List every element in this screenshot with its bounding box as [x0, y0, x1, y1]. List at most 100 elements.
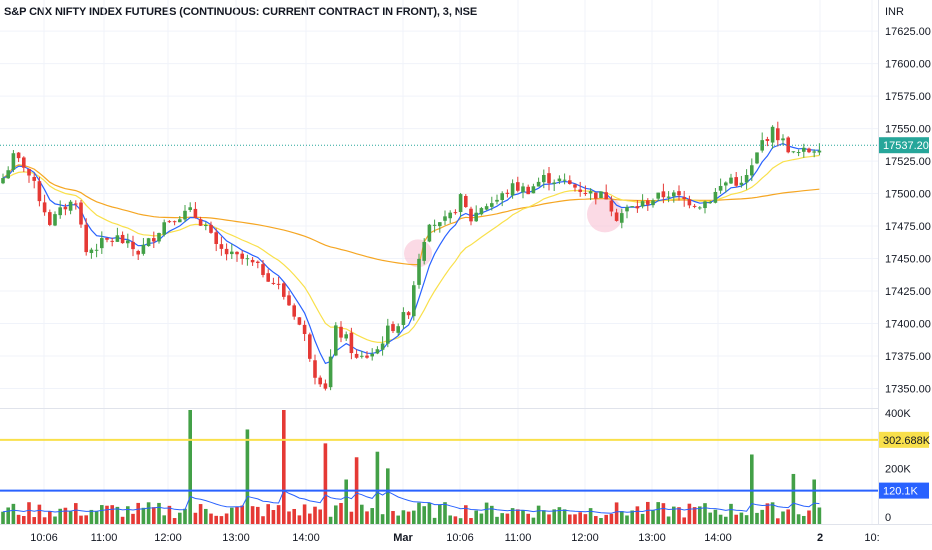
last-price-label: 17537.20	[883, 140, 929, 152]
candle-body	[297, 317, 302, 325]
candle-body	[651, 200, 655, 206]
price-tick-label: 17450.00	[885, 254, 931, 266]
volume-bar	[256, 506, 260, 524]
volume-bar	[479, 513, 484, 524]
candle-body	[692, 205, 697, 207]
candle-body	[172, 221, 177, 223]
candle-body	[547, 173, 551, 184]
volume-bar	[547, 514, 551, 524]
volume-bar	[630, 510, 634, 524]
candle-body	[261, 264, 265, 275]
volume-bar	[209, 513, 213, 524]
volume-bar	[136, 502, 140, 524]
volume-bar	[386, 468, 390, 524]
candle-body	[214, 232, 218, 244]
candle-body	[474, 212, 478, 222]
candle-body	[661, 191, 666, 198]
candle-body	[495, 199, 499, 202]
volume-bar	[406, 511, 411, 524]
volume-level-label: 302.688K	[883, 435, 931, 447]
candle-body	[266, 273, 270, 282]
volume-bar	[27, 502, 31, 524]
candle-body	[588, 191, 593, 194]
volume-level-badge	[879, 482, 929, 499]
time-tick-label: 11:00	[505, 532, 532, 544]
candle-body	[516, 182, 520, 191]
last-price-badge	[879, 137, 929, 154]
volume-ma-line	[2, 489, 820, 514]
candle-body	[417, 258, 421, 285]
candle-body	[672, 192, 676, 197]
candle-body	[625, 207, 629, 212]
candle-body	[126, 240, 130, 244]
volume-bar	[131, 513, 135, 524]
volume-bar	[500, 513, 504, 524]
time-tick-label: 12:00	[571, 532, 599, 544]
candle-body	[349, 332, 354, 354]
candle-body	[640, 201, 645, 207]
candle-body	[677, 191, 681, 196]
time-tick-label: 14:00	[292, 532, 320, 544]
candle-body	[11, 153, 16, 170]
volume-bar	[360, 504, 364, 524]
candle-body	[323, 383, 328, 389]
volume-bar	[339, 503, 343, 524]
candle-body	[365, 355, 369, 358]
candle-body	[37, 181, 42, 202]
volume-bar	[235, 506, 239, 524]
candle-body	[328, 356, 333, 388]
candle-body	[32, 176, 36, 181]
candle-body	[131, 241, 135, 250]
candle-body	[68, 201, 73, 211]
volume-bar	[42, 517, 47, 524]
volume-bar	[542, 510, 546, 524]
candle-body	[360, 355, 364, 357]
candle-body	[380, 343, 385, 350]
candle-body	[287, 295, 291, 306]
volume-bar	[765, 503, 770, 524]
candle-body	[724, 182, 728, 186]
candle-body	[271, 282, 276, 284]
candle-body	[708, 202, 712, 204]
volume-bar	[521, 510, 525, 524]
candle-body	[427, 224, 432, 242]
candle-body	[422, 241, 426, 261]
volume-bar	[193, 512, 198, 524]
time-tick-label: 13:00	[222, 532, 250, 544]
candle-body	[219, 244, 224, 249]
price-tick-label: 17525.00	[885, 156, 931, 168]
price-axis: INR 17625.00 17600.00 17575.00 17550.00 17525…	[879, 6, 931, 524]
price-tick-label: 17600.00	[885, 59, 931, 71]
volume-bar	[401, 510, 406, 524]
candle-body	[734, 177, 738, 186]
candle-body	[484, 206, 489, 210]
volume-bar	[167, 505, 172, 524]
volume-bar	[744, 515, 749, 524]
volume-bar	[370, 508, 374, 524]
price-tick-label: 17425.00	[885, 286, 931, 298]
currency-label: INR	[885, 6, 904, 18]
volume-bar	[308, 513, 312, 524]
candle-body	[698, 207, 702, 209]
candle-body	[666, 196, 671, 198]
volume-bar	[666, 516, 671, 524]
candle-body	[235, 251, 239, 255]
candle-body	[89, 249, 94, 254]
grid-lines	[0, 0, 878, 524]
candle-body	[167, 221, 172, 223]
volume-bar	[271, 510, 276, 524]
candle-body	[53, 214, 57, 226]
volume-bar	[443, 502, 447, 524]
candle-body	[105, 237, 109, 240]
volume-bar	[796, 514, 801, 524]
volume-bar	[68, 511, 73, 524]
volume-bar	[531, 517, 536, 524]
candle-body	[729, 177, 733, 184]
volume-bar	[188, 410, 192, 524]
candle-body	[786, 137, 790, 153]
time-tick-label: 10:06	[446, 532, 474, 544]
volume-bar	[89, 509, 94, 524]
candle-body	[599, 191, 603, 199]
volume-bar	[100, 505, 104, 524]
